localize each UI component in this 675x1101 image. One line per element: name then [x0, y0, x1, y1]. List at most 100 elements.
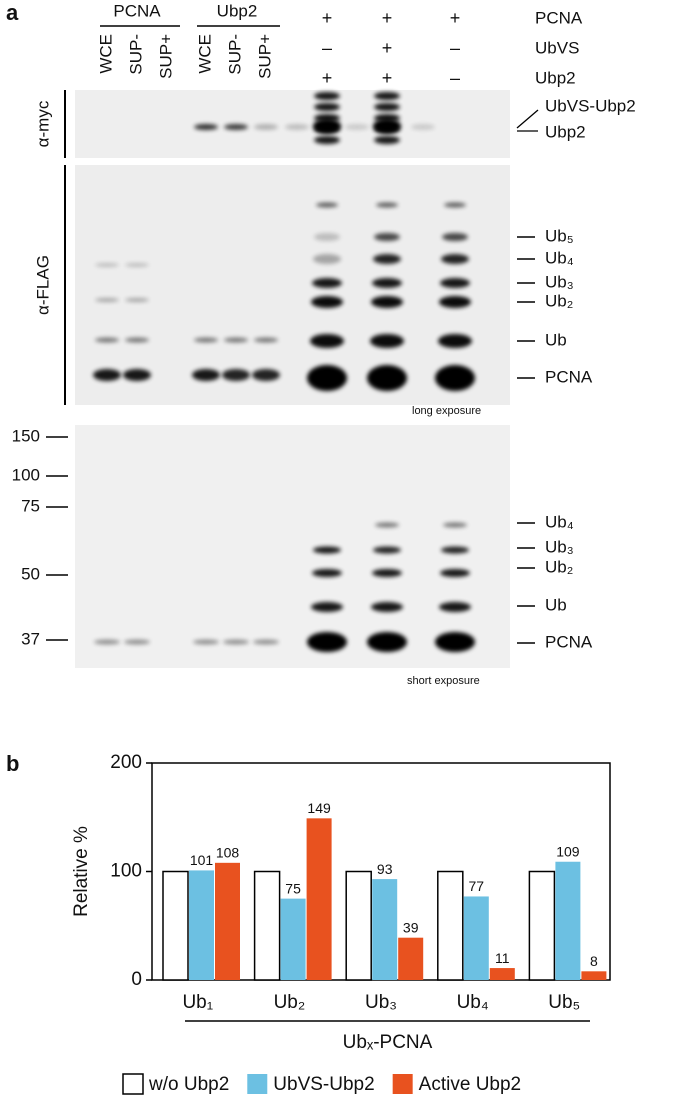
- blot-band: [371, 296, 403, 308]
- blot-band: [371, 602, 403, 612]
- blot-band: [252, 369, 280, 381]
- legend-swatch: [392, 1074, 413, 1094]
- bar: [162, 870, 189, 981]
- group-header: Ubp2: [217, 1, 258, 20]
- blot-band: [313, 254, 341, 264]
- bar: [555, 861, 581, 980]
- bar: [189, 870, 214, 980]
- blot-band: [311, 296, 343, 308]
- condition-mark: +: [382, 38, 393, 58]
- band-label: Ub₃: [545, 537, 574, 556]
- mw-marker: 75: [21, 496, 40, 515]
- y-tick-label: 100: [110, 861, 142, 882]
- condition-mark: +: [322, 68, 333, 88]
- bar: [253, 870, 281, 981]
- condition-mark: +: [450, 8, 461, 28]
- blot-band: [375, 522, 399, 528]
- mw-marker: 100: [12, 465, 40, 484]
- bar: [398, 937, 424, 980]
- y-axis-label: Relative %: [71, 826, 92, 917]
- condition-mark: –: [450, 38, 460, 58]
- bar-label: 75: [285, 880, 301, 896]
- blot-band: [440, 278, 470, 288]
- blot-band: [439, 602, 471, 612]
- blot-band: [374, 103, 400, 111]
- band-label: PCNA: [545, 632, 593, 651]
- bar-label: 39: [403, 919, 419, 935]
- blot-band: [314, 103, 340, 111]
- antibody-label: α-FLAG: [33, 255, 52, 315]
- condition-name: Ubp2: [535, 68, 576, 87]
- blot-band: [312, 278, 342, 288]
- blot-band: [307, 632, 347, 652]
- lane-label: SUP-: [225, 34, 244, 75]
- bar: [463, 896, 489, 980]
- blot-band: [370, 334, 404, 348]
- x-tick-label: Ub₄: [457, 992, 489, 1013]
- y-tick-label: 0: [131, 969, 142, 990]
- blot-short: [75, 425, 510, 668]
- group-header: PCNA: [113, 1, 161, 20]
- blot-band: [376, 202, 398, 208]
- blot-band: [372, 569, 402, 577]
- lane-label: SUP+: [255, 34, 274, 79]
- blot-band: [285, 124, 309, 130]
- blot-band: [314, 136, 340, 144]
- band-label: UbVS-Ubp2: [545, 96, 636, 115]
- blot-band: [194, 337, 218, 343]
- band-label: Ub₂: [545, 291, 573, 310]
- condition-name: UbVS: [535, 38, 579, 57]
- blot-band: [124, 639, 150, 645]
- blot-band: [374, 233, 400, 241]
- bar-label: 8: [590, 953, 598, 969]
- band-label: Ub: [545, 595, 567, 614]
- legend-label: Active Ubp2: [419, 1074, 521, 1095]
- blot-band: [367, 632, 407, 652]
- blot-band: [435, 365, 475, 391]
- bar: [372, 879, 398, 980]
- blot-band: [373, 119, 401, 133]
- blot-band: [374, 92, 400, 100]
- bar: [489, 968, 515, 980]
- band-label: Ub₅: [545, 226, 574, 245]
- legend-swatch: [122, 1073, 144, 1095]
- lane-label: SUP-: [126, 34, 145, 75]
- band-pointer: [516, 109, 539, 129]
- bar: [437, 870, 464, 981]
- panel-label: a: [6, 0, 19, 25]
- mw-marker: 150: [12, 426, 40, 445]
- bar-label: 93: [377, 861, 393, 877]
- condition-mark: –: [450, 68, 460, 88]
- blot-band: [125, 337, 149, 343]
- blot-band: [314, 233, 340, 241]
- condition-mark: +: [382, 8, 393, 28]
- mw-marker: 50: [21, 564, 40, 583]
- lane-label: SUP+: [156, 34, 175, 79]
- blot-band: [311, 602, 343, 612]
- blot-band: [94, 639, 120, 645]
- blot-band: [254, 124, 278, 130]
- bar: [581, 971, 607, 980]
- blot-band: [313, 119, 341, 133]
- blot-band: [310, 334, 344, 348]
- blot-band: [123, 369, 151, 381]
- blot-band: [316, 202, 338, 208]
- condition-mark: –: [322, 38, 332, 58]
- x-axis-label: Ubₓ-PCNA: [343, 1032, 433, 1053]
- blot-band: [443, 522, 467, 528]
- blot-band: [125, 298, 149, 302]
- panel-label: b: [6, 751, 19, 776]
- blot-band: [254, 337, 278, 343]
- blot-band: [439, 296, 471, 308]
- blot-long: [75, 165, 510, 405]
- condition-name: PCNA: [535, 8, 583, 27]
- blot-band: [307, 365, 347, 391]
- band-label: Ub: [545, 330, 567, 349]
- band-label: Ub₃: [545, 272, 574, 291]
- exposure-note: short exposure: [407, 675, 480, 687]
- band-label: Ub₂: [545, 557, 573, 576]
- bar: [280, 898, 306, 980]
- blot-band: [313, 546, 341, 554]
- blot-band: [253, 639, 279, 645]
